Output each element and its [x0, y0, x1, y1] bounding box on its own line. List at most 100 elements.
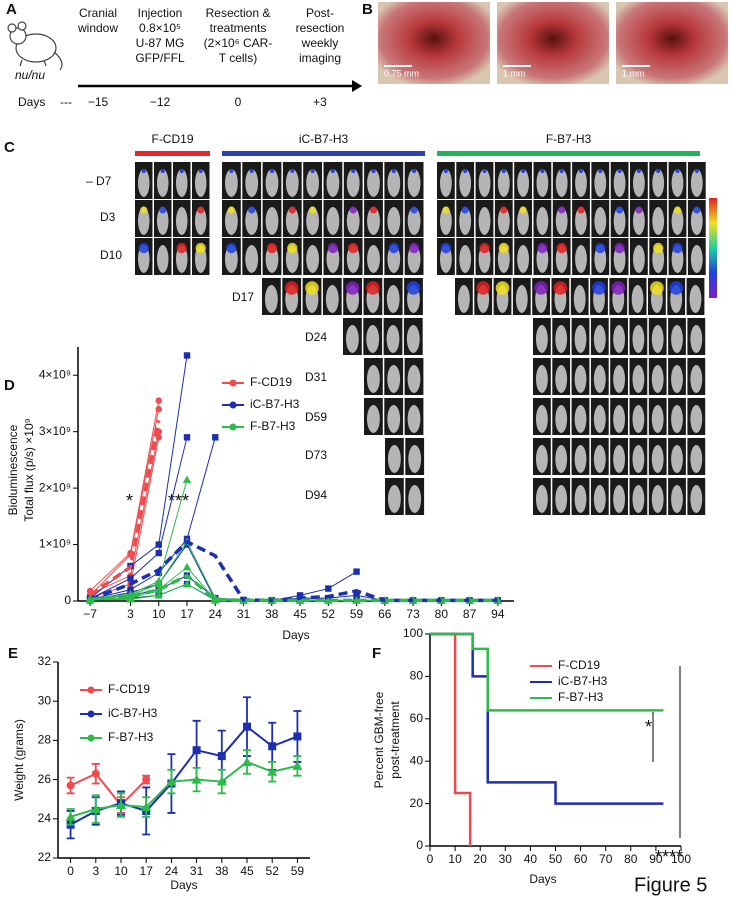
marker	[216, 776, 227, 786]
signal	[179, 169, 184, 173]
mouse	[671, 207, 684, 235]
signal	[553, 281, 568, 295]
signal	[141, 169, 146, 173]
mouse	[651, 405, 664, 433]
legend-marker	[229, 423, 237, 431]
mouse	[407, 405, 421, 433]
group-bar	[135, 151, 210, 156]
mouse	[225, 207, 238, 235]
signal	[501, 169, 506, 173]
scale-label: 0.75 mm	[384, 68, 419, 78]
signal	[248, 206, 256, 214]
x-tick-label: 0	[67, 864, 74, 878]
mouse	[632, 445, 645, 473]
mouse	[594, 207, 607, 235]
group-label: F-CD19	[151, 132, 193, 146]
mouse	[690, 207, 703, 235]
step-day: 0	[235, 95, 242, 109]
y-tick-label: 28	[38, 733, 52, 747]
mouse	[407, 169, 421, 197]
mouse	[574, 445, 587, 473]
mouse	[265, 207, 279, 235]
signal	[371, 169, 376, 173]
mouse	[440, 169, 452, 197]
legend-label: F-CD19	[108, 682, 150, 696]
mouse	[346, 325, 359, 353]
marker	[353, 592, 360, 599]
mouse	[367, 405, 380, 433]
mouse	[555, 325, 568, 353]
signal	[412, 169, 417, 173]
mouse	[671, 169, 684, 197]
mouse	[613, 365, 625, 393]
marker	[142, 775, 151, 784]
marker	[267, 766, 278, 776]
mouse	[326, 207, 340, 235]
signal	[540, 169, 545, 173]
mouse	[387, 169, 401, 197]
signal	[611, 281, 626, 295]
mouse	[536, 445, 548, 473]
x-tick-label: 70	[599, 852, 613, 866]
signal	[249, 169, 254, 173]
signal	[635, 206, 643, 214]
mouse	[574, 325, 587, 353]
y-tick-label: 100	[403, 626, 423, 640]
mouse	[613, 485, 625, 513]
signal	[229, 169, 234, 173]
mouse	[555, 207, 568, 235]
mouse	[651, 365, 664, 393]
signal	[653, 242, 664, 254]
mouse	[536, 405, 548, 433]
series-line	[70, 725, 298, 826]
marker	[183, 434, 191, 441]
mouse	[265, 169, 279, 197]
mouse	[671, 325, 683, 353]
mouse	[593, 485, 606, 513]
signal	[500, 206, 508, 214]
x-tick-label: 52	[266, 864, 280, 878]
signal	[309, 206, 317, 214]
step-text: Post-	[306, 6, 334, 20]
mouse	[690, 445, 703, 473]
mouse	[388, 485, 401, 513]
mouse	[555, 365, 568, 393]
mouse	[459, 169, 472, 197]
day-label: D94	[305, 488, 327, 502]
y-axis-title: Total flux (p/s) ×10⁹	[22, 418, 36, 522]
mouse	[407, 207, 421, 235]
marker	[353, 568, 360, 575]
mouse	[306, 207, 319, 235]
x-tick-label: 45	[240, 864, 254, 878]
y-tick-label: 1×10⁹	[39, 537, 71, 551]
x-tick-label: 24	[209, 607, 223, 621]
mouse	[497, 207, 510, 235]
mouse	[651, 445, 664, 473]
mouse	[593, 405, 606, 433]
step-day: −12	[150, 95, 171, 109]
mouse	[632, 405, 645, 433]
signal	[656, 169, 661, 173]
days-label: Days	[18, 95, 45, 109]
day-label: D24	[305, 330, 327, 344]
mouse	[575, 169, 587, 197]
legend-label: iC-B7-H3	[558, 674, 608, 688]
mouse	[478, 207, 491, 235]
mouse	[613, 207, 626, 235]
marker	[191, 774, 202, 784]
x-tick-label: 17	[140, 864, 154, 878]
mouse	[408, 445, 422, 473]
x-tick-label: 31	[237, 607, 251, 621]
signal	[673, 206, 682, 214]
signal	[442, 206, 450, 214]
mouse	[652, 207, 665, 235]
signal	[351, 169, 356, 173]
marker	[90, 804, 101, 813]
step-day: −15	[88, 95, 109, 109]
mouse	[671, 485, 683, 513]
x-tick-label: 24	[165, 864, 179, 878]
mouse	[690, 485, 703, 513]
y-tick-label: 40	[410, 753, 424, 767]
bli-images: F-CD19 iC-B7-H3 F-B7-H3 – D7 D3 D10 D17 D24 D31 D…	[86, 132, 706, 515]
legend-label: iC-B7-H3	[108, 706, 158, 720]
